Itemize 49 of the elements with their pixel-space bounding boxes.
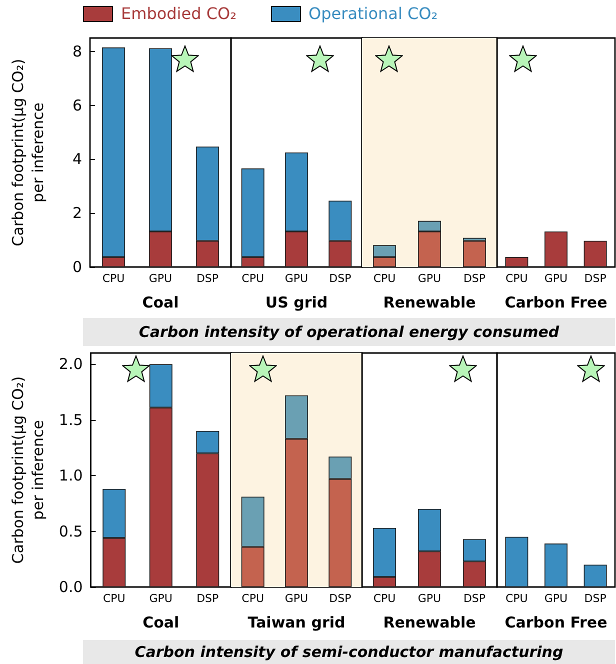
x-tick-label: CPU xyxy=(242,592,264,605)
x-tick-label: GPU xyxy=(149,592,172,605)
y-tick-label: 0.0 xyxy=(58,578,83,596)
x-axis-title: Carbon Free xyxy=(504,614,608,632)
x-tick-label: GPU xyxy=(148,272,172,285)
x-axis-title: Coal xyxy=(142,294,179,312)
bar xyxy=(463,240,486,267)
x-tick-label: CPU xyxy=(373,592,396,605)
legend-label: Embodied CO₂ xyxy=(121,4,237,23)
x-axis-title: Coal xyxy=(142,614,180,632)
x-tick-label: GPU xyxy=(284,592,308,605)
x-axis-title: Carbon Free xyxy=(504,294,608,312)
legend-label: Operational CO₂ xyxy=(308,4,438,23)
x-tick-label: CPU xyxy=(102,272,125,285)
x-tick-label: DSP xyxy=(463,592,486,605)
x-tick-label: CPU xyxy=(102,592,126,605)
x-tick-label: CPU xyxy=(242,272,264,285)
x-axis-title: Taiwan grid xyxy=(248,614,346,632)
x-tick-label: CPU xyxy=(505,592,528,605)
x-axis-title: Renewable xyxy=(383,294,476,312)
x-tick-label: DSP xyxy=(329,272,352,285)
x-tick-label: CPU xyxy=(505,272,528,285)
x-tick-label: DSP xyxy=(196,272,219,285)
y-tick-label: 0.5 xyxy=(58,522,83,540)
x-tick-label: CPU xyxy=(373,272,396,285)
x-tick-label: DSP xyxy=(463,272,486,285)
x-tick-label: DSP xyxy=(196,592,220,605)
y-tick-label: 0 xyxy=(72,258,82,276)
y-tick-label: 6 xyxy=(72,96,82,114)
y-tick-label: 8 xyxy=(72,42,82,60)
y-axis-title: Carbon footprint(μg CO₂) per inference xyxy=(9,376,47,564)
y-axis-title: Carbon footprint(μg CO₂) per inference xyxy=(9,58,47,246)
x-axis-title: Renewable xyxy=(383,614,476,632)
y-tick-label: 1.0 xyxy=(58,466,83,485)
x-tick-label: DSP xyxy=(329,592,352,605)
y-tick-label: 4 xyxy=(72,150,82,168)
text: Carbon intensity of operational energy consumed xyxy=(83,318,615,346)
y-tick-label: 2 xyxy=(72,204,82,222)
text: Carbon intensity of semi-conductor manufacturing xyxy=(83,640,615,664)
x-tick-label: GPU xyxy=(418,272,442,285)
x-tick-label: GPU xyxy=(418,592,442,605)
x-tick-label: GPU xyxy=(544,592,568,605)
y-tick-label: 2.0 xyxy=(58,355,83,374)
x-axis-title: US grid xyxy=(265,294,328,312)
x-tick-label: DSP xyxy=(584,592,607,605)
x-tick-label: GPU xyxy=(284,272,308,285)
x-tick-label: GPU xyxy=(544,272,568,285)
y-tick-label: 1.5 xyxy=(58,410,83,429)
x-tick-label: DSP xyxy=(584,272,607,285)
